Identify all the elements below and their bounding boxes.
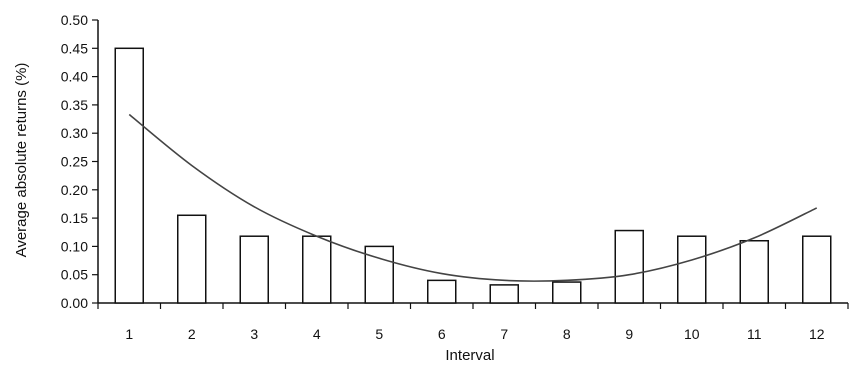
x-tick-label: 9 <box>625 326 633 342</box>
bar <box>239 235 269 304</box>
bar <box>552 281 582 304</box>
trendline-group <box>128 113 818 282</box>
bars-group <box>114 47 832 304</box>
x-tick-label: 12 <box>809 326 825 342</box>
x-tick-label: 11 <box>747 326 762 342</box>
y-axis-title: Average absolute returns (%) <box>13 63 30 258</box>
bar <box>177 214 207 304</box>
x-tick-label: 2 <box>188 326 196 342</box>
x-tick-label: 8 <box>563 326 571 342</box>
y-tick-label: 0.30 <box>61 125 88 141</box>
y-tick-label: 0.25 <box>61 154 88 170</box>
bar <box>614 229 644 304</box>
y-tick-label: 0.05 <box>61 267 88 283</box>
x-axis-title: Interval <box>445 347 494 364</box>
y-tick-label: 0.50 <box>61 12 88 28</box>
y-tick-label: 0.00 <box>61 295 88 311</box>
bar <box>114 47 144 304</box>
y-axis: 0.00 0.05 0.10 0.15 0.20 0.25 0.30 0.35 0.40 0.45… <box>61 12 99 311</box>
bar <box>677 235 707 304</box>
y-tick-label: 0.10 <box>61 238 88 254</box>
x-tick-label: 7 <box>500 326 508 342</box>
x-tick-label: 6 <box>438 326 446 342</box>
y-tick-label: 0.20 <box>61 182 88 198</box>
y-tick-label: 0.35 <box>61 97 88 113</box>
x-tick-label: 3 <box>250 326 258 342</box>
x-axis: 1 2 3 4 5 6 7 8 9 10 11 12 <box>97 302 849 342</box>
x-tick-label: 4 <box>313 326 321 342</box>
bar <box>802 235 832 304</box>
trendline <box>128 113 818 282</box>
x-tick-label: 5 <box>375 326 383 342</box>
y-tick-label: 0.40 <box>61 69 88 85</box>
y-tick-label: 0.15 <box>61 210 88 226</box>
x-tick-label: 1 <box>125 326 133 342</box>
bar <box>489 284 519 304</box>
x-tick-label: 10 <box>684 326 700 342</box>
bar <box>427 279 457 304</box>
bar <box>739 239 769 304</box>
y-tick-label: 0.45 <box>61 40 88 56</box>
bar <box>302 235 332 304</box>
